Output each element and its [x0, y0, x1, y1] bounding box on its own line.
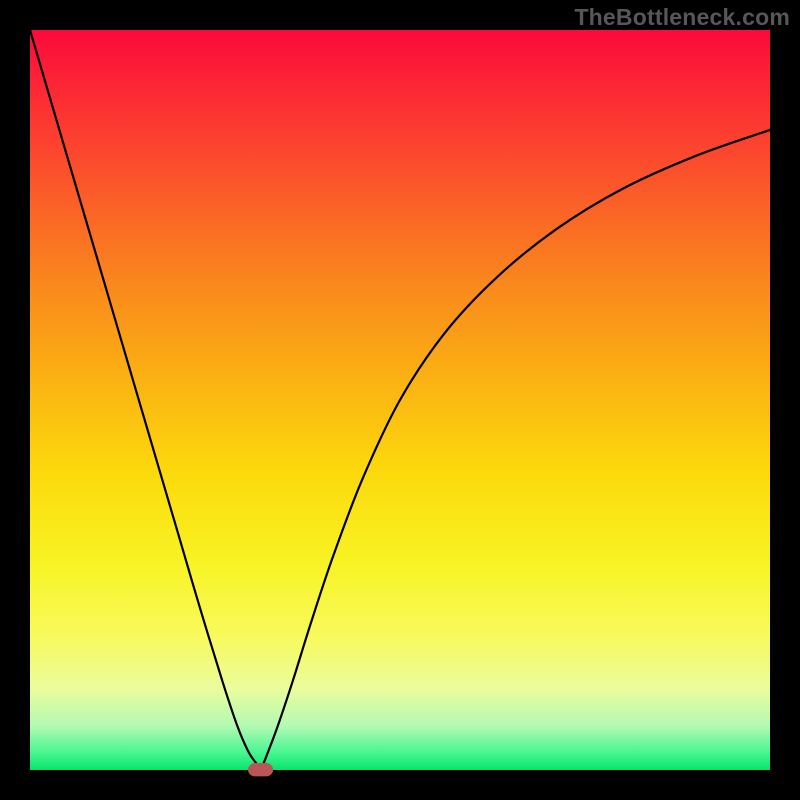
plot-area [30, 30, 770, 770]
stage: TheBottleneck.com [0, 0, 800, 800]
watermark-text: TheBottleneck.com [574, 4, 790, 31]
bottleneck-curve [30, 30, 770, 770]
minimum-marker [248, 763, 273, 776]
